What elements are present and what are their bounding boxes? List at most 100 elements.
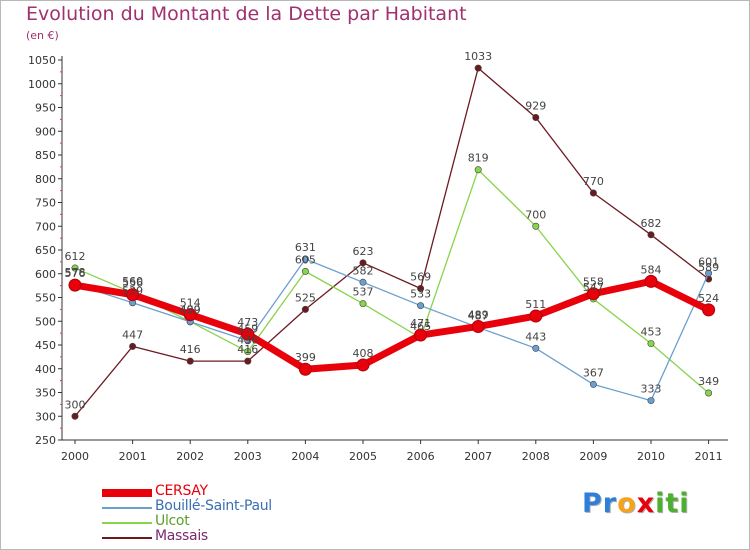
data-point-massais <box>532 113 540 121</box>
data-point-ulcot <box>474 166 482 174</box>
data-label-bouill-saint-paul: 443 <box>525 330 546 343</box>
data-point-cersay <box>356 358 370 372</box>
legend-label: Bouillé-Saint-Paul <box>155 498 272 514</box>
proxiti-logo: Proxiti <box>582 488 690 519</box>
data-point-bouill-saint-paul <box>647 397 655 405</box>
data-label-bouill-saint-paul: 578 <box>65 266 86 279</box>
data-label-cersay: 473 <box>237 316 258 329</box>
x-tick-label: 2003 <box>234 450 262 463</box>
data-point-bouill-saint-paul <box>705 269 713 277</box>
data-point-cersay <box>414 328 428 342</box>
data-label-massais: 589 <box>698 261 719 274</box>
data-point-cersay <box>298 362 312 376</box>
y-tick-label: 400 <box>35 363 56 376</box>
data-point-cersay <box>644 274 658 288</box>
data-point-bouill-saint-paul <box>417 302 425 310</box>
data-point-massais <box>474 64 482 72</box>
data-point-bouill-saint-paul <box>589 380 597 388</box>
y-tick-label: 800 <box>35 173 56 186</box>
data-label-bouill-saint-paul: 499 <box>180 304 201 317</box>
legend-swatch <box>102 489 152 497</box>
data-label-ulcot: 436 <box>237 334 258 347</box>
data-point-bouill-saint-paul <box>301 255 309 263</box>
x-tick-label: 2004 <box>291 450 319 463</box>
chart-subtitle: (en €) <box>26 29 59 42</box>
y-tick-label: 550 <box>35 292 56 305</box>
data-point-cersay <box>241 327 255 341</box>
legend-label: CERSAY <box>155 483 208 499</box>
data-label-ulcot: 605 <box>295 253 316 266</box>
data-label-ulcot: 560 <box>122 275 143 288</box>
legend-label: Massais <box>155 528 208 544</box>
data-label-massais: 682 <box>641 217 662 230</box>
data-point-massais <box>589 189 597 197</box>
x-tick-label: 2002 <box>176 450 204 463</box>
y-tick-label: 850 <box>35 149 56 162</box>
data-label-cersay: 576 <box>65 267 86 280</box>
y-tick-label: 350 <box>35 387 56 400</box>
x-tick-label: 2000 <box>61 450 89 463</box>
data-point-massais <box>301 305 309 313</box>
data-label-bouill-saint-paul: 582 <box>353 264 374 277</box>
series-line-massais <box>74 67 709 417</box>
data-label-cersay: 514 <box>180 297 201 310</box>
data-label-massais: 623 <box>353 245 374 258</box>
data-point-ulcot <box>359 300 367 308</box>
y-tick-label: 450 <box>35 339 56 352</box>
data-label-cersay: 558 <box>583 276 604 289</box>
data-label-cersay: 511 <box>525 298 546 311</box>
data-point-cersay <box>126 288 140 302</box>
data-label-bouill-saint-paul: 533 <box>410 288 431 301</box>
series-line-bouill-saint-paul <box>74 258 710 402</box>
data-label-massais: 416 <box>180 343 201 356</box>
x-tick-label: 2008 <box>522 450 550 463</box>
y-tick-label: 1000 <box>28 78 56 91</box>
data-point-massais <box>129 342 137 350</box>
data-label-massais: 770 <box>583 175 604 188</box>
data-label-cersay: 471 <box>410 317 431 330</box>
y-tick-label: 950 <box>35 102 56 115</box>
data-point-bouill-saint-paul <box>359 278 367 286</box>
y-tick-label: 500 <box>35 315 56 328</box>
data-point-cersay <box>702 303 716 317</box>
data-label-massais: 416 <box>237 343 258 356</box>
x-tick-label: 2005 <box>349 450 377 463</box>
data-point-ulcot <box>71 264 79 272</box>
data-label-massais: 447 <box>122 328 143 341</box>
y-tick-label: 1050 <box>28 54 56 67</box>
x-tick-label: 2011 <box>695 450 723 463</box>
data-label-cersay: 408 <box>353 347 374 360</box>
data-point-massais <box>186 357 194 365</box>
data-point-massais <box>647 231 655 239</box>
x-tick-label: 2007 <box>464 450 492 463</box>
data-point-massais <box>417 284 425 292</box>
data-label-cersay: 584 <box>641 263 662 276</box>
data-label-massais: 525 <box>295 291 316 304</box>
y-tick-label: 600 <box>35 268 56 281</box>
data-point-massais <box>71 412 79 420</box>
data-label-ulcot: 465 <box>410 320 431 333</box>
data-point-ulcot <box>532 222 540 230</box>
data-label-massais: 929 <box>525 99 546 112</box>
legend-swatch <box>102 522 152 524</box>
data-label-cersay: 399 <box>295 351 316 364</box>
data-label-ulcot: 547 <box>583 281 604 294</box>
data-point-cersay <box>529 309 543 323</box>
data-label-bouill-saint-paul: 601 <box>698 255 719 268</box>
data-label-ulcot: 537 <box>353 286 374 299</box>
y-tick-label: 900 <box>35 125 56 138</box>
data-label-bouill-saint-paul: 367 <box>583 366 604 379</box>
data-point-cersay <box>183 308 197 322</box>
legend-swatch <box>102 507 152 509</box>
data-label-bouill-saint-paul: 631 <box>295 241 316 254</box>
data-point-massais <box>244 357 252 365</box>
data-label-bouill-saint-paul: 333 <box>641 383 662 396</box>
y-tick-label: 700 <box>35 220 56 233</box>
data-point-cersay <box>586 287 600 301</box>
data-label-ulcot: 453 <box>641 326 662 339</box>
data-label-bouill-saint-paul: 539 <box>122 285 143 298</box>
x-tick-label: 2010 <box>637 450 665 463</box>
y-tick-label: 750 <box>35 197 56 210</box>
data-label-cersay: 489 <box>468 308 489 321</box>
